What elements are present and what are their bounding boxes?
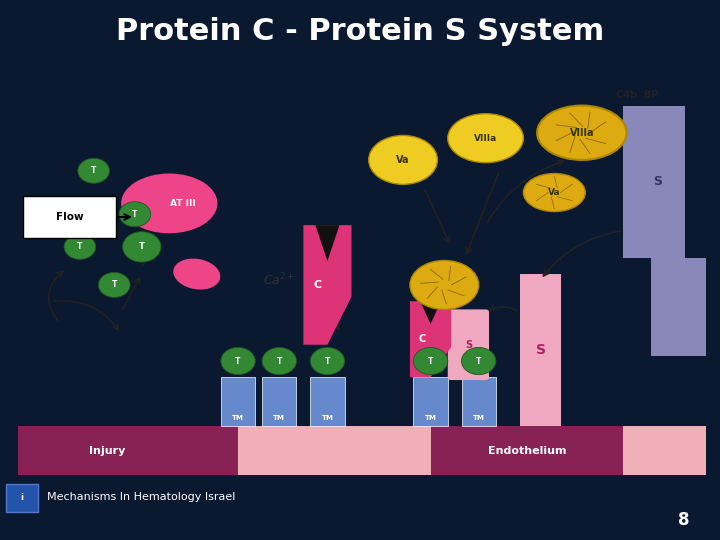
Text: C4b  BP: C4b BP (616, 90, 658, 100)
Text: Endothelium: Endothelium (487, 446, 566, 456)
Text: T: T (476, 356, 482, 366)
Ellipse shape (537, 105, 626, 160)
FancyBboxPatch shape (6, 484, 38, 512)
Ellipse shape (369, 136, 438, 184)
FancyBboxPatch shape (23, 197, 117, 238)
Text: Ca$^{2+}$: Ca$^{2+}$ (264, 271, 295, 288)
FancyBboxPatch shape (221, 377, 255, 426)
Text: T: T (91, 166, 96, 176)
Text: TM: TM (473, 415, 485, 421)
Polygon shape (410, 301, 451, 377)
FancyBboxPatch shape (310, 377, 345, 426)
Text: TM: TM (425, 415, 436, 421)
Ellipse shape (523, 173, 585, 212)
FancyBboxPatch shape (431, 426, 623, 475)
FancyBboxPatch shape (413, 377, 448, 426)
Text: VIIIa: VIIIa (570, 128, 594, 138)
Circle shape (78, 158, 109, 183)
Circle shape (462, 347, 496, 375)
Text: T: T (77, 242, 83, 252)
Polygon shape (315, 225, 339, 261)
Text: Mechanisms In Hematology Israel: Mechanisms In Hematology Israel (47, 492, 235, 502)
Text: T: T (139, 242, 145, 252)
Text: C: C (314, 280, 322, 290)
FancyBboxPatch shape (462, 377, 496, 426)
Text: TM: TM (274, 415, 285, 421)
Text: Va: Va (548, 188, 561, 197)
Ellipse shape (410, 260, 479, 309)
FancyBboxPatch shape (623, 426, 706, 475)
Text: T: T (428, 356, 433, 366)
FancyBboxPatch shape (623, 105, 685, 258)
Ellipse shape (174, 259, 220, 289)
Text: T: T (276, 356, 282, 366)
Circle shape (64, 234, 96, 259)
Text: S: S (536, 343, 546, 357)
Text: TM: TM (322, 415, 333, 421)
Text: 8: 8 (678, 511, 690, 529)
Circle shape (122, 232, 161, 262)
Text: Va: Va (396, 155, 410, 165)
Circle shape (119, 202, 150, 227)
Text: TM: TM (232, 415, 244, 421)
Circle shape (99, 273, 130, 298)
Circle shape (221, 347, 255, 375)
Text: Injury: Injury (89, 446, 125, 456)
FancyBboxPatch shape (18, 426, 238, 475)
Text: C: C (419, 334, 426, 345)
FancyBboxPatch shape (520, 274, 561, 426)
FancyBboxPatch shape (448, 309, 489, 380)
Text: Flow: Flow (55, 212, 84, 222)
Circle shape (413, 347, 448, 375)
Ellipse shape (448, 114, 523, 163)
FancyBboxPatch shape (238, 426, 431, 475)
FancyBboxPatch shape (262, 377, 297, 426)
Text: AT III: AT III (170, 199, 196, 208)
Text: T: T (325, 356, 330, 366)
Text: T: T (132, 210, 138, 219)
Circle shape (310, 347, 345, 375)
Text: T: T (112, 280, 117, 289)
FancyBboxPatch shape (651, 258, 706, 356)
Text: S: S (465, 340, 472, 350)
Text: S: S (653, 175, 662, 188)
Ellipse shape (121, 173, 217, 233)
Polygon shape (420, 301, 441, 324)
Text: Protein C - Protein S System: Protein C - Protein S System (116, 17, 604, 45)
Text: T: T (235, 356, 240, 366)
Text: i: i (20, 493, 23, 502)
Circle shape (262, 347, 297, 375)
Polygon shape (303, 225, 351, 345)
Text: VIIIa: VIIIa (474, 134, 498, 143)
